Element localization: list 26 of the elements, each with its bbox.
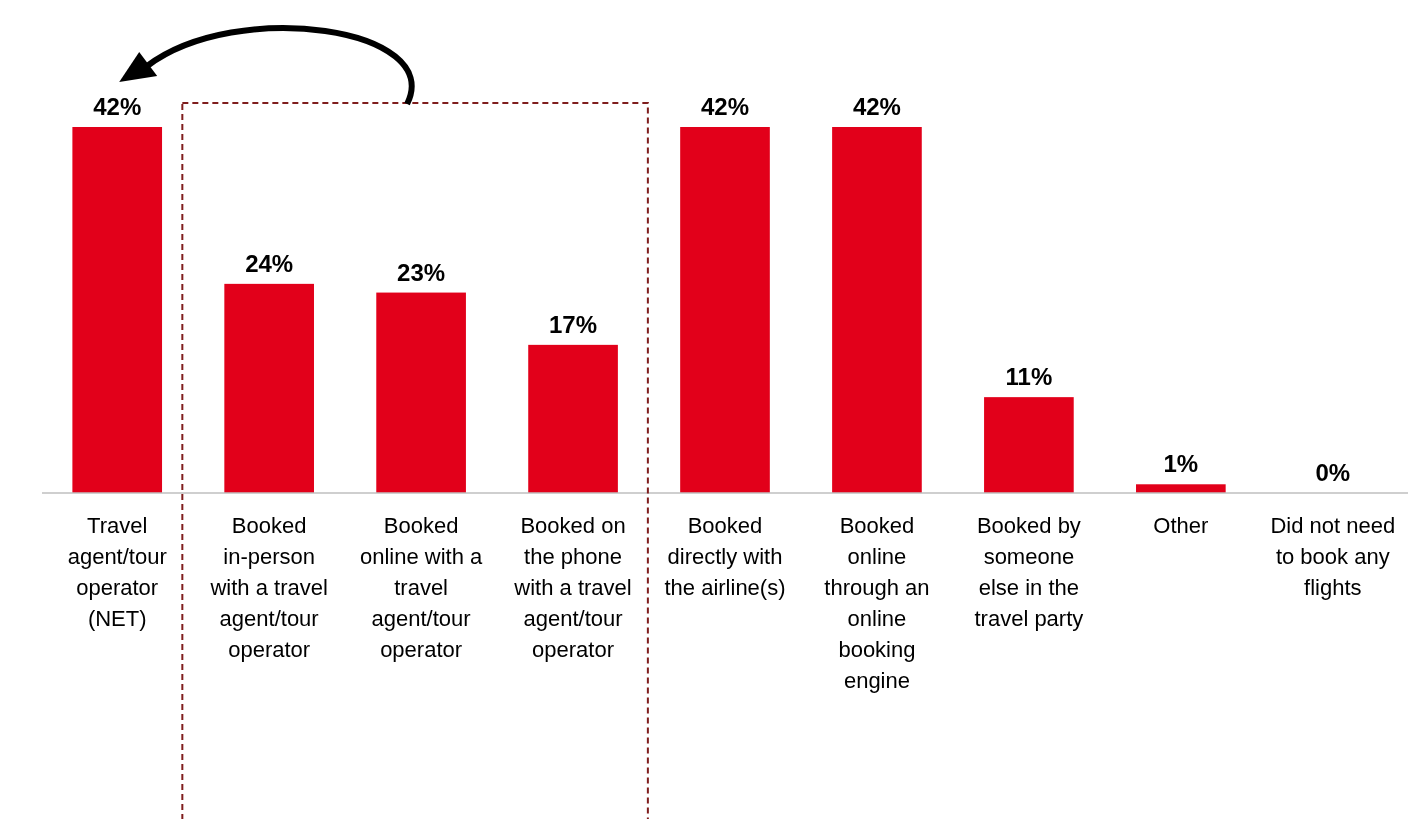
data-label: 0% [1315,459,1351,486]
data-label: 11% [1005,363,1053,391]
bar [680,127,770,493]
data-label: 42% [93,93,142,120]
data-label: 42% [852,93,901,120]
x-tick-label: Other [1153,513,1209,538]
data-label: 42% [700,93,750,120]
x-tick-label: Booked online with a travel agent/tour operator [359,513,484,662]
x-tick-label: Booked online through an online booking engine [824,513,930,693]
data-label: 17% [549,310,598,338]
bar [72,127,163,493]
x-tick-label: Travel agent/tour operator (NET) [67,513,167,631]
x-tick-label: Booked on the phone with a travel agent/tour operator [513,513,632,662]
bar [984,397,1074,493]
bar [1136,484,1226,493]
x-tick-label: Booked in-person with a travel agent/tour operator [209,513,328,662]
bar [224,283,314,493]
x-tick-label: Did not need to book any flights [1270,513,1396,600]
data-label: 23% [397,258,446,286]
data-label: 1% [1163,450,1199,478]
x-tick-label: Booked directly with the airline(s) [664,513,786,600]
data-label: 24% [245,249,294,277]
x-tick-label: Booked by someone else in the travel party [974,513,1084,631]
bar [832,127,922,493]
bar [528,344,618,493]
bar [376,292,466,493]
